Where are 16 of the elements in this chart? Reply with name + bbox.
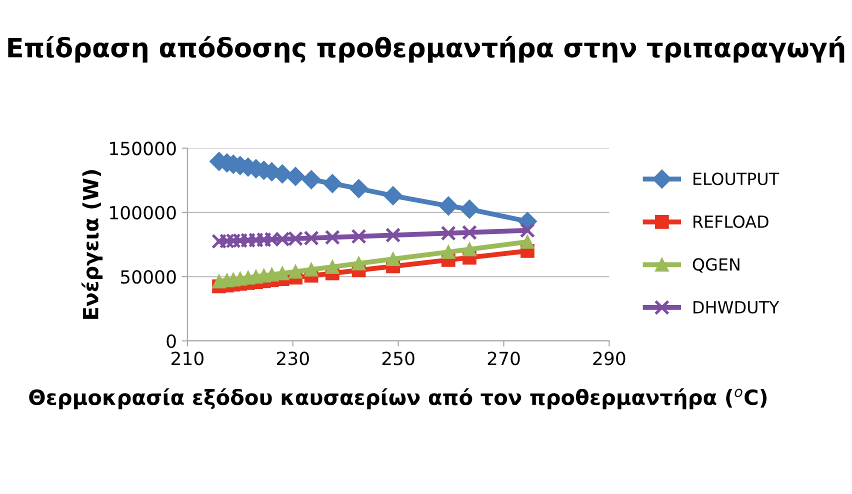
x-tick-label: 270 [488,352,520,366]
x-tick-label: 290 [593,352,626,366]
x-tick-label: 230 [276,352,309,366]
x-tick-label: 250 [382,352,414,366]
legend-label: DHWDUTY [694,301,780,314]
x-axis-title: Θερμοκρασία εξόδου καυσαερίων από τον προθερμαντήρα ($^{o}$C) [29,388,767,410]
y-tick-label: 0 [166,334,176,348]
y-axis-title: Ενέργεια (W) [82,170,103,319]
legend-label: REFLOAD [694,215,768,228]
y-tick-label: 50000 [120,270,176,284]
legend-label: QGEN [692,258,740,273]
chart-title: Επίδραση απόδοσης προθερμαντήρα στην τριπαραγωγή [8,36,844,63]
x-tick-label: 210 [172,352,204,366]
y-tick-label: 150000 [110,142,176,156]
y-tick-label: 100000 [110,206,176,220]
legend-label: ELOUTPUT [694,172,780,186]
